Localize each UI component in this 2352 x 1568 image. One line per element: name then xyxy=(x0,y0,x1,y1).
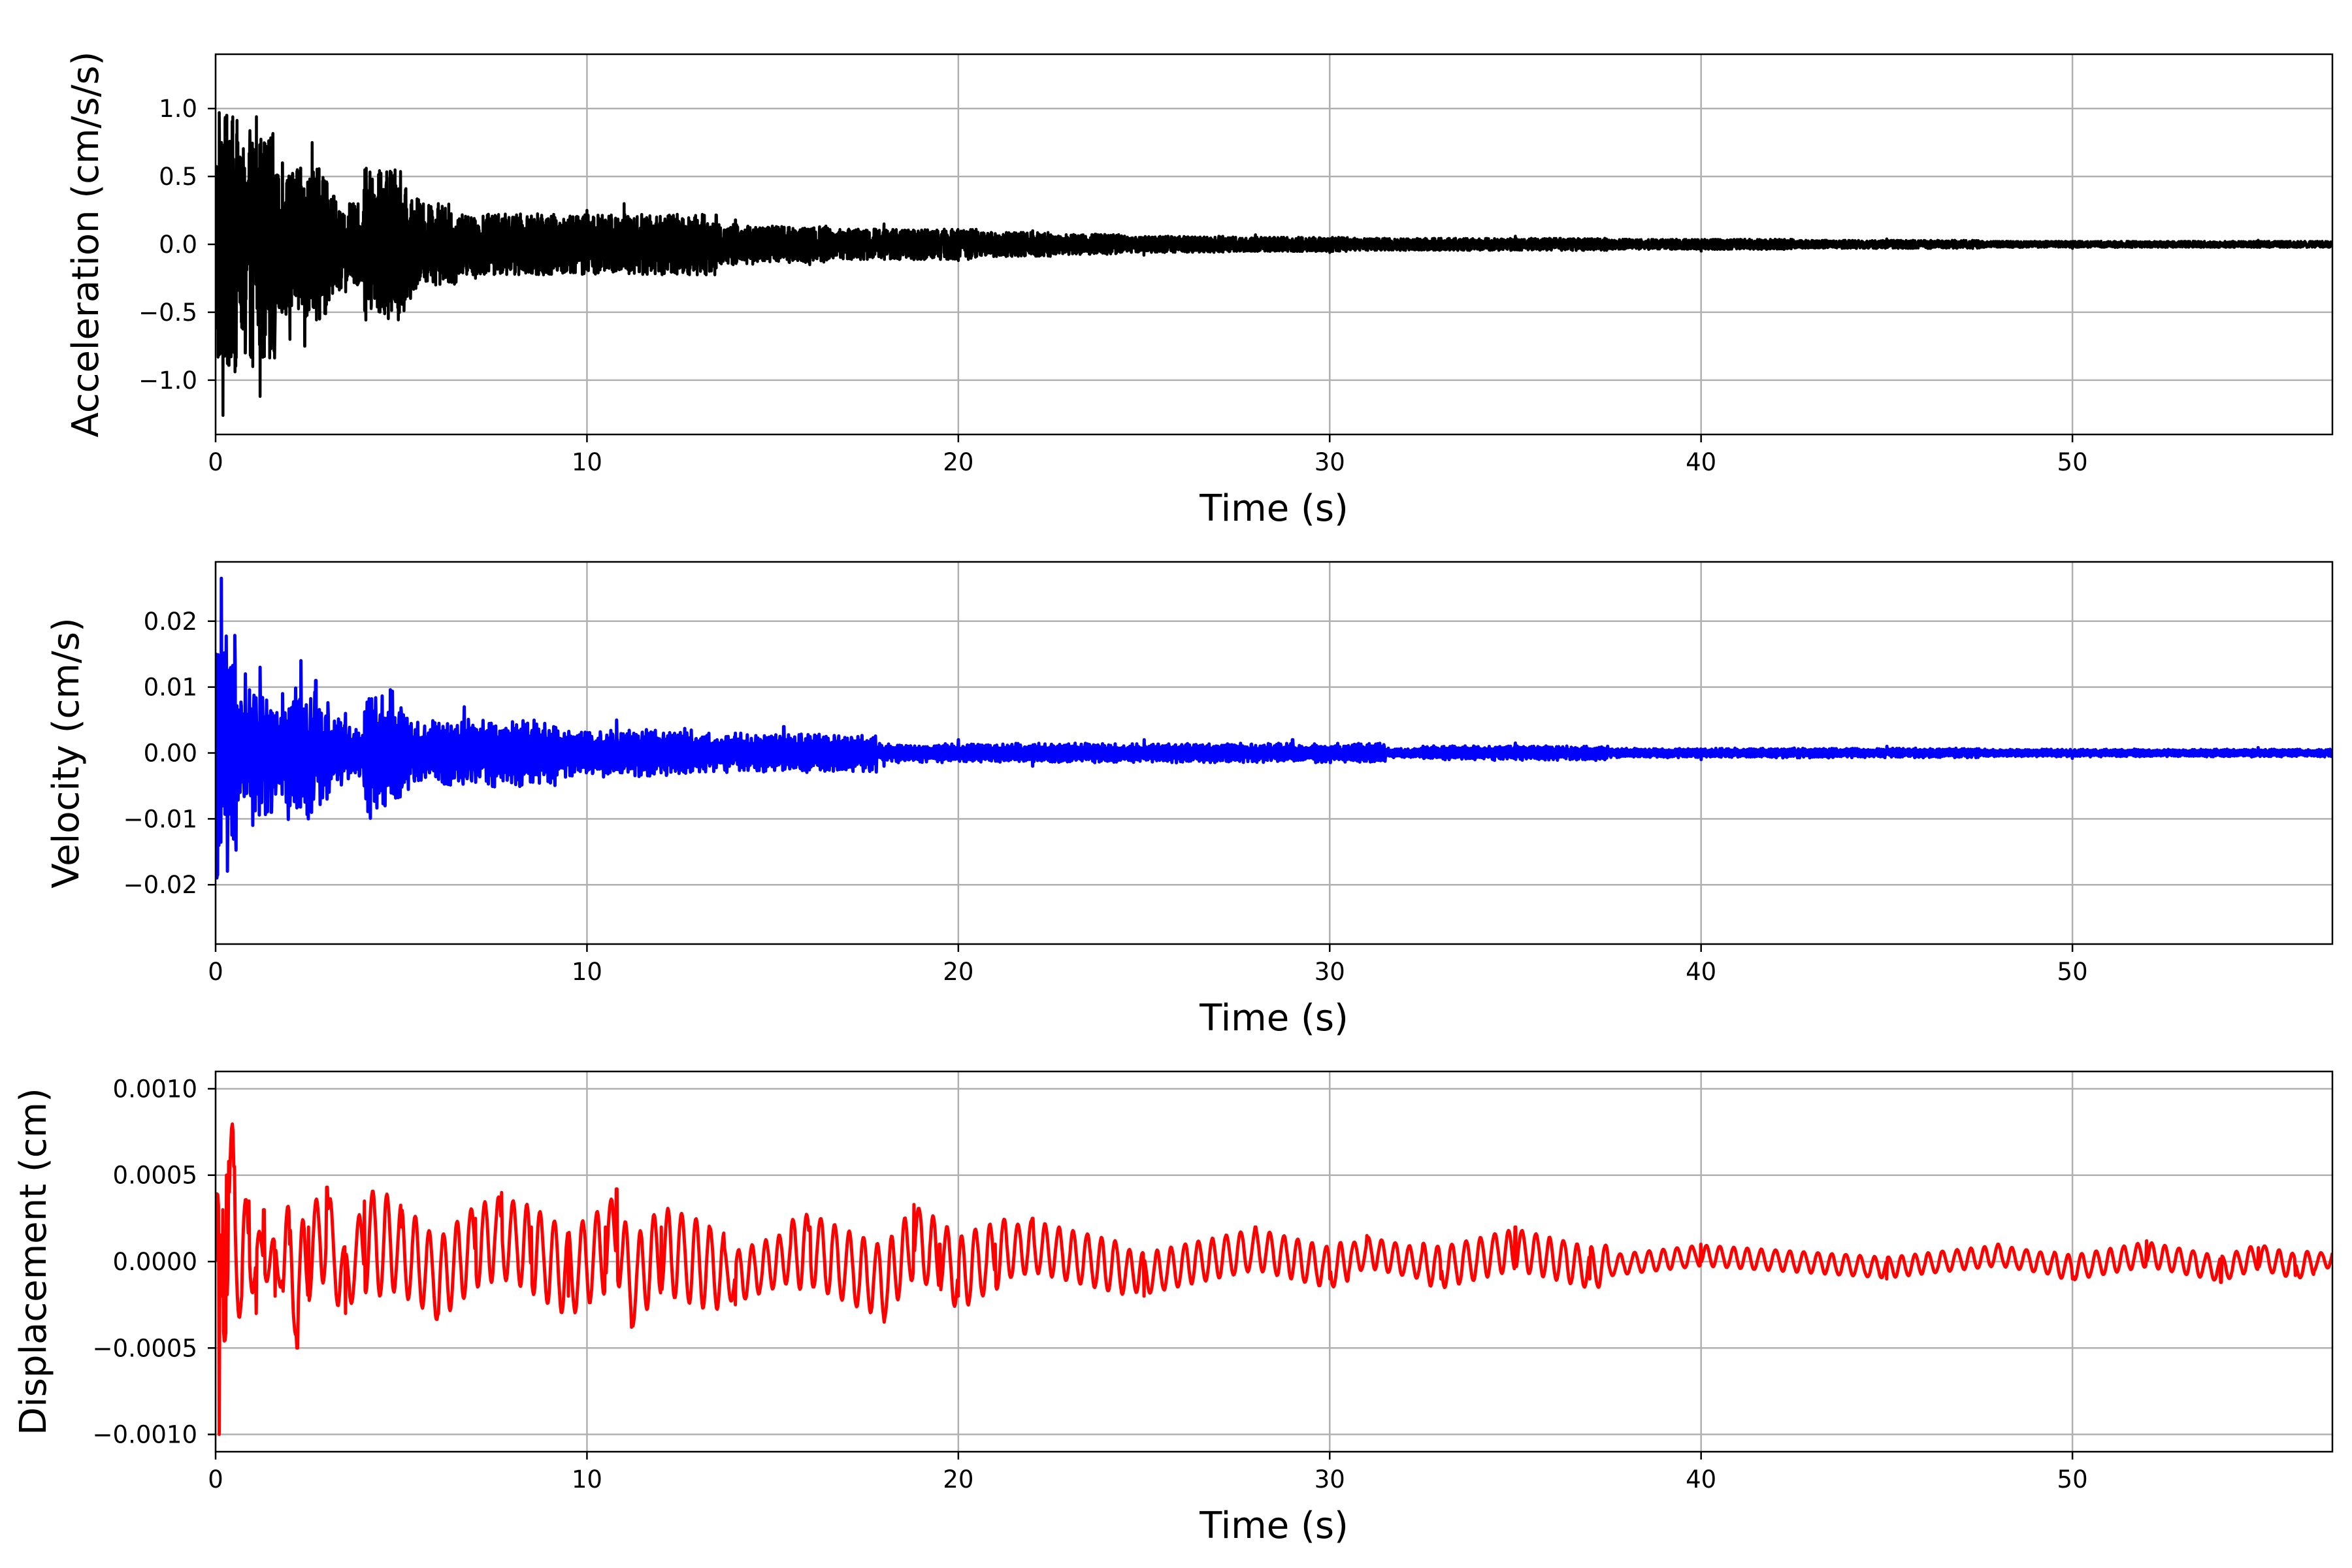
displacement-x-tick-label: 50 xyxy=(2057,1465,2088,1494)
velocity-axes-frame xyxy=(214,561,2334,945)
acceleration-y-axis-label: Acceleration (cm/s/s) xyxy=(65,52,107,438)
displacement-y-tick-label: −0.0010 xyxy=(93,1421,197,1449)
displacement-x-tick-label: 30 xyxy=(1315,1465,1345,1494)
velocity-x-tick-label: 50 xyxy=(2057,958,2088,986)
displacement-y-axis-label: Displacement (cm) xyxy=(12,1088,55,1435)
acceleration-y-tick-label: −0.5 xyxy=(139,299,197,327)
acceleration-y-tick-label: 0.0 xyxy=(159,231,197,259)
displacement-x-tick-label: 40 xyxy=(1686,1465,1716,1494)
acceleration-x-tick-label: 0 xyxy=(208,448,223,476)
acceleration-x-tick-label: 50 xyxy=(2057,448,2088,476)
displacement-y-tick-label: 0.0010 xyxy=(113,1075,197,1103)
acceleration-y-tick-label: 1.0 xyxy=(159,95,197,123)
displacement-panel: 0 10 20 30 40 50 −0.0010 −0.0005 0.0000 0.0005 0.0… xyxy=(12,1070,2334,1547)
velocity-x-tick-label: 20 xyxy=(943,958,973,986)
acceleration-y-tick-label: 0.5 xyxy=(159,163,197,191)
acceleration-x-tick-label: 30 xyxy=(1315,448,1345,476)
acceleration-y-tick-label: −1.0 xyxy=(139,367,197,395)
velocity-y-tick-label: −0.01 xyxy=(123,805,197,833)
acceleration-x-tick-label: 40 xyxy=(1686,448,1716,476)
acceleration-x-axis-label: Time (s) xyxy=(1199,487,1348,530)
velocity-series-line xyxy=(216,576,2332,880)
acceleration-x-tick-label: 10 xyxy=(572,448,602,476)
velocity-x-tick-label: 10 xyxy=(572,958,602,986)
displacement-y-tick-label: 0.0000 xyxy=(113,1248,197,1276)
displacement-x-axis-label: Time (s) xyxy=(1199,1505,1348,1547)
velocity-x-tick-label: 0 xyxy=(208,958,223,986)
displacement-y-tick-label: 0.0005 xyxy=(113,1162,197,1190)
displacement-x-tick-label: 20 xyxy=(943,1465,973,1494)
velocity-y-axis-label: Velocity (cm/s) xyxy=(45,617,88,889)
acceleration-x-tick-label: 20 xyxy=(943,448,973,476)
acceleration-panel: 0 10 20 30 40 50 −1.0 −0.5 0.0 0.5 1.0 Time (s) Acce… xyxy=(65,52,2334,530)
velocity-y-tick-label: 0.00 xyxy=(144,740,197,768)
velocity-x-tick-label: 30 xyxy=(1315,958,1345,986)
velocity-x-tick-label: 40 xyxy=(1686,958,1716,986)
displacement-x-tick-label: 10 xyxy=(572,1465,602,1494)
velocity-panel: 0 10 20 30 40 50 −0.02 −0.01 0.00 0.01 0.02 Time (s… xyxy=(45,561,2334,1039)
acceleration-axes-frame xyxy=(214,53,2334,436)
displacement-axes-frame xyxy=(214,1070,2334,1453)
acceleration-series-line xyxy=(216,111,2332,417)
velocity-y-tick-label: 0.01 xyxy=(144,674,197,702)
displacement-x-tick-label: 0 xyxy=(208,1465,223,1494)
displacement-series-line xyxy=(216,1122,2332,1436)
velocity-y-tick-label: 0.02 xyxy=(144,608,197,636)
velocity-x-axis-label: Time (s) xyxy=(1199,997,1348,1039)
velocity-y-tick-label: −0.02 xyxy=(123,871,197,899)
displacement-y-tick-label: −0.0005 xyxy=(93,1334,197,1362)
